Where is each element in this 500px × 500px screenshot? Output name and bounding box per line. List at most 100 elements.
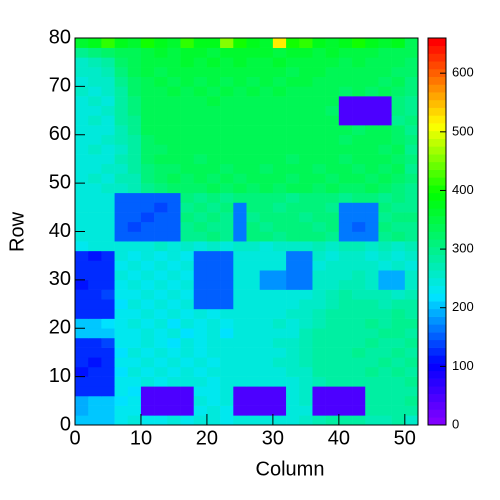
heatmap-cell <box>352 67 366 77</box>
heatmap-cell <box>220 96 234 107</box>
heatmap-cell <box>378 221 392 232</box>
heatmap-cell <box>378 173 392 184</box>
heatmap-cell <box>127 47 142 58</box>
heatmap-cell <box>246 241 260 252</box>
heatmap-cell <box>312 212 326 223</box>
heatmap-cell <box>286 183 300 194</box>
heatmap-cell <box>325 318 340 329</box>
heatmap-cell <box>127 144 142 155</box>
heatmap-cell <box>180 386 195 397</box>
heatmap-cell <box>404 67 419 77</box>
heatmap-cell <box>338 76 353 87</box>
heatmap-cell <box>286 202 300 213</box>
heatmap-cell <box>272 299 287 310</box>
heatmap-cell <box>233 115 247 126</box>
heatmap-cell <box>352 173 366 184</box>
heatmap-cell <box>88 308 102 319</box>
heatmap-cell <box>338 221 353 232</box>
heatmap-cell <box>352 38 366 48</box>
heatmap-cell <box>391 67 406 77</box>
heatmap-cell <box>75 337 89 348</box>
heatmap-cell <box>272 386 287 397</box>
colorbar-swatch <box>428 68 446 77</box>
heatmap-cell <box>75 395 89 406</box>
heatmap-cell <box>180 347 195 358</box>
heatmap-cell <box>312 386 326 397</box>
heatmap-cell <box>352 231 366 242</box>
heatmap-cell <box>286 241 300 252</box>
heatmap-cell <box>246 318 260 329</box>
heatmap-cell <box>220 183 234 194</box>
colorbar-swatch <box>428 239 446 248</box>
heatmap-cell <box>88 250 102 261</box>
heatmap-cell <box>365 221 379 232</box>
heatmap-cell <box>312 192 326 203</box>
heatmap-cell <box>140 395 155 406</box>
heatmap-cell <box>114 231 129 242</box>
heatmap-cell <box>167 357 181 368</box>
heatmap-cell <box>193 202 208 213</box>
heatmap-cell <box>259 183 274 194</box>
heatmap-cell <box>154 154 168 165</box>
y-tick-label: 20 <box>49 317 71 339</box>
heatmap-cell <box>272 115 287 126</box>
heatmap-cell <box>299 376 313 387</box>
heatmap-cell <box>391 386 406 397</box>
heatmap-cell <box>404 154 419 165</box>
heatmap-cell <box>88 144 102 155</box>
heatmap-cell <box>325 415 340 426</box>
heatmap-cell <box>140 192 155 203</box>
heatmap-cell <box>180 144 195 155</box>
heatmap-cell <box>193 67 208 77</box>
heatmap-cell <box>88 202 102 213</box>
heatmap-cell <box>365 96 379 107</box>
heatmap-cell <box>167 337 181 348</box>
heatmap-cell <box>286 289 300 300</box>
heatmap-cell <box>101 76 115 87</box>
heatmap-cell <box>272 144 287 155</box>
heatmap-cell <box>338 154 353 165</box>
heatmap-cell <box>101 376 115 387</box>
heatmap-cell <box>140 376 155 387</box>
heatmap-cell <box>167 260 181 271</box>
heatmap-cell <box>114 270 129 281</box>
heatmap-cell <box>114 212 129 223</box>
colorbar-swatch <box>428 61 446 70</box>
heatmap-cell <box>193 318 208 329</box>
heatmap-cell <box>193 347 208 358</box>
heatmap-cell <box>167 86 181 97</box>
heatmap-cell <box>299 47 313 58</box>
heatmap-cell <box>272 173 287 184</box>
heatmap-cell <box>391 86 406 97</box>
heatmap-cell <box>233 221 247 232</box>
y-tick-label: 10 <box>49 365 71 387</box>
heatmap-cell <box>75 250 89 261</box>
heatmap-cell <box>206 183 221 194</box>
heatmap-cell <box>233 415 247 426</box>
heatmap-cell <box>75 202 89 213</box>
heatmap-cell <box>206 405 221 416</box>
heatmap-cell <box>378 38 392 48</box>
heatmap-cell <box>299 202 313 213</box>
heatmap-cell <box>246 163 260 174</box>
heatmap-cell <box>193 289 208 300</box>
heatmap-cell <box>391 347 406 358</box>
heatmap-cell <box>114 163 129 174</box>
heatmap-cell <box>127 415 142 426</box>
heatmap-cell <box>325 192 340 203</box>
heatmap-cell <box>127 221 142 232</box>
colorbar-swatch <box>428 386 446 395</box>
heatmap-cell <box>220 221 234 232</box>
heatmap-cell <box>325 395 340 406</box>
heatmap-cell <box>220 366 234 377</box>
colorbar-swatch <box>428 161 446 170</box>
heatmap-cell <box>286 47 300 58</box>
heatmap-cell <box>259 299 274 310</box>
heatmap-cell <box>180 279 195 290</box>
heatmap-cell <box>338 57 353 68</box>
heatmap-cell <box>154 125 168 136</box>
heatmap-cell <box>365 192 379 203</box>
heatmap-cell <box>167 308 181 319</box>
heatmap-cell <box>365 134 379 145</box>
heatmap-cell <box>259 270 274 281</box>
